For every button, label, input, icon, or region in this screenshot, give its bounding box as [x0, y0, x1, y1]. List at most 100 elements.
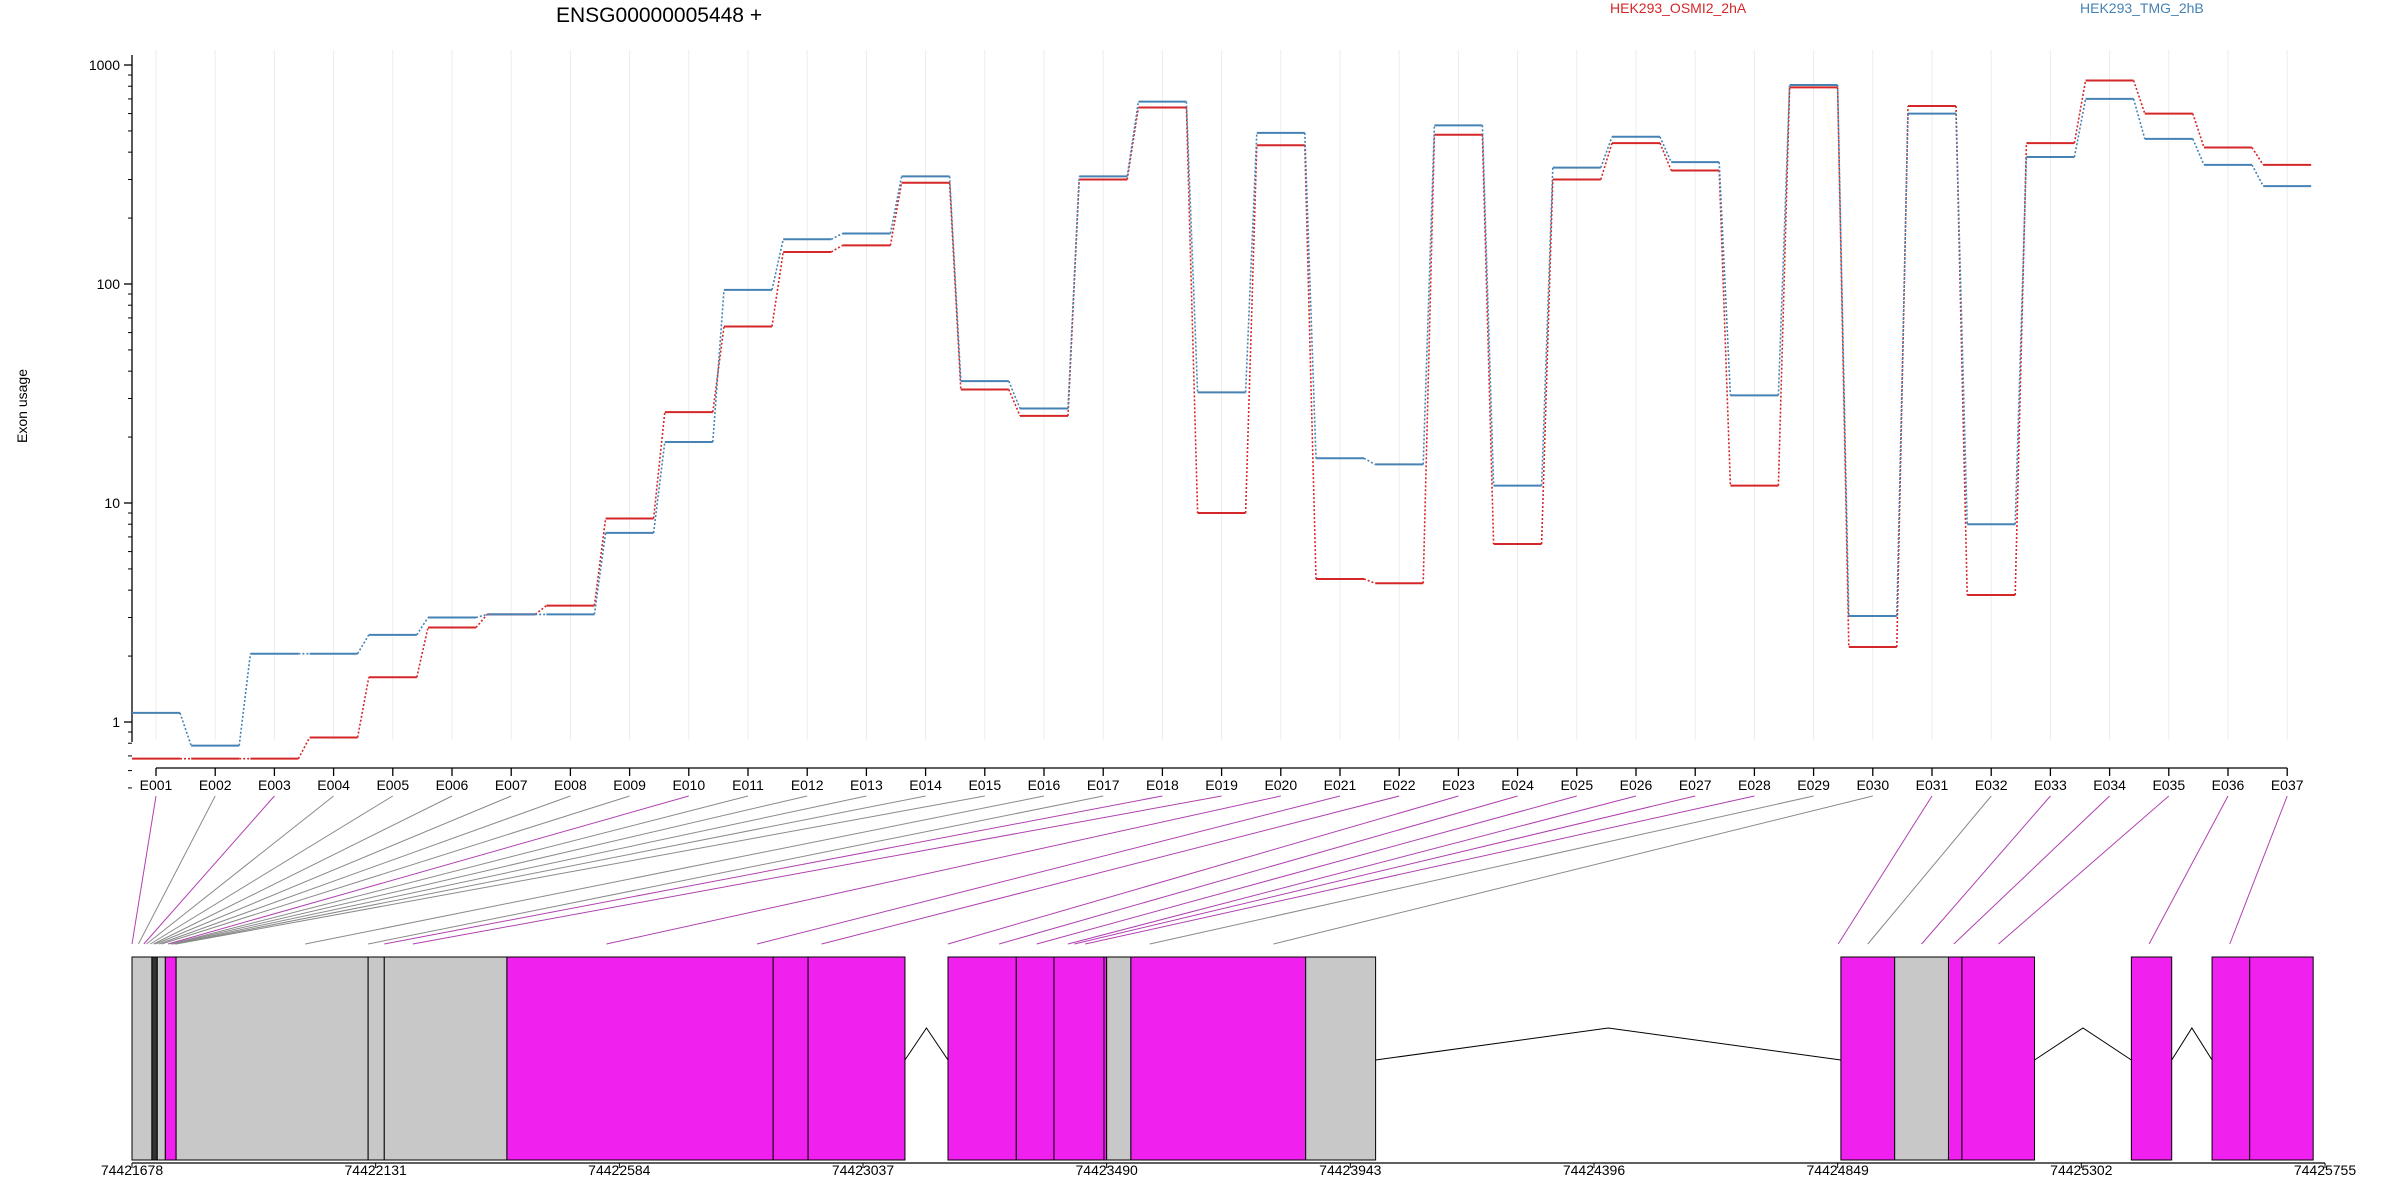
series-connector	[1008, 389, 1021, 417]
series-connector	[475, 613, 488, 619]
series-connector	[948, 182, 962, 390]
y-tick-label: 1	[112, 714, 120, 730]
x-tick-label: E032	[1975, 777, 2008, 793]
series-connector	[356, 677, 370, 738]
y-tick-label: 100	[97, 276, 121, 292]
series-connector	[1659, 136, 1672, 163]
series-connector	[1600, 142, 1613, 180]
exon-link-line	[1953, 795, 2110, 945]
x-tick-label: E034	[2093, 777, 2126, 793]
series-connector	[2073, 98, 2087, 158]
exon-link-line	[368, 795, 1104, 945]
exon-link-line	[138, 795, 216, 945]
gene-axis-tick-label: 74422584	[588, 1162, 651, 1178]
series-connector	[889, 182, 903, 246]
exon-link-line	[1074, 795, 1696, 945]
exon-link-line	[1998, 795, 2170, 945]
series-connector	[1718, 170, 1732, 486]
series-connector	[1008, 380, 1021, 409]
series-connector	[1836, 85, 1850, 616]
series-connector	[652, 441, 666, 534]
series-1	[132, 84, 2312, 747]
exon-link-line	[756, 795, 1341, 945]
exon-block	[151, 956, 158, 1161]
x-tick-label: E020	[1264, 777, 1297, 793]
x-tick-label: E010	[672, 777, 705, 793]
x-tick-label: E033	[2034, 777, 2067, 793]
exon-link-line	[170, 795, 749, 945]
series-connector	[889, 176, 903, 234]
series-connector	[2014, 157, 2028, 525]
x-tick-label: E015	[968, 777, 1001, 793]
x-tick-label: E027	[1679, 777, 1712, 793]
series-connector	[1244, 145, 1258, 514]
x-tick-label: E014	[909, 777, 942, 793]
intron	[2034, 1027, 2132, 1061]
series-connector	[1422, 134, 1436, 584]
x-tick-label: E011	[732, 777, 764, 793]
series-connector	[593, 532, 607, 615]
exon-link-line	[1067, 795, 1637, 945]
series-connector	[2192, 113, 2205, 148]
series-connector	[1481, 125, 1495, 486]
series-connector	[1896, 113, 1909, 616]
exon-block	[164, 956, 177, 1161]
exon-link-line	[171, 795, 808, 945]
series-connector	[1659, 142, 1672, 171]
exon-link-line	[131, 795, 157, 945]
vertical-gridlines	[155, 50, 2288, 740]
exon-link-line	[305, 795, 1045, 945]
x-tick-label: E022	[1383, 777, 1416, 793]
series-connector	[2251, 164, 2264, 187]
gene-axis-tick-label: 74425755	[2294, 1162, 2357, 1178]
gene-axis-tick-label: 74421678	[101, 1162, 164, 1178]
exon-link-line	[173, 795, 867, 945]
exon-block	[2249, 956, 2314, 1161]
series-connector	[1836, 87, 1850, 648]
exon-link-line	[1867, 795, 1992, 945]
x-tick-label: E008	[554, 777, 587, 793]
x-tick-label: E036	[2212, 777, 2245, 793]
series-connector	[1955, 113, 1968, 525]
exon-link-line	[176, 795, 985, 945]
axes: 1 10 100 1000 E001 E002 E003 E004 E005 E006 E007 E0…	[89, 55, 2304, 793]
series-connector	[356, 634, 370, 655]
series-connector	[1481, 134, 1495, 544]
gene-axis-tick-label: 74422131	[345, 1162, 408, 1178]
legend-entry-tmg: HEK293_TMG_2hB	[2080, 0, 2204, 16]
series-connector	[1540, 179, 1554, 544]
exon-link-line	[146, 795, 334, 945]
intron	[904, 1027, 949, 1061]
x-tick-label: E025	[1560, 777, 1593, 793]
x-tick-label: E029	[1797, 777, 1830, 793]
intron	[2171, 1027, 2213, 1061]
exon-block	[383, 956, 508, 1161]
legend-entry-osmi2: HEK293_OSMI2_2hA	[1610, 0, 1747, 16]
chart-title: ENSG00000005448 +	[556, 4, 762, 27]
exon-link-line	[174, 795, 926, 945]
series-connector	[1244, 132, 1258, 393]
series-connector	[1718, 162, 1732, 396]
series-connector	[593, 518, 607, 606]
y-axis-label: Exon usage	[14, 369, 30, 443]
exon-block	[1947, 956, 1963, 1161]
series-connector	[1304, 132, 1317, 459]
x-tick-label: E004	[317, 777, 350, 793]
exon-block	[367, 956, 385, 1161]
x-tick-label: E035	[2152, 777, 2185, 793]
x-tick-label: E006	[436, 777, 469, 793]
intron	[1375, 1027, 1841, 1061]
series-connector	[1540, 167, 1554, 486]
exon-link-line	[947, 795, 1459, 945]
exon-link-line	[143, 795, 275, 945]
exon-link-line	[384, 795, 1163, 945]
gene-axis-tick-label: 74423943	[1319, 1162, 1382, 1178]
exon-link-line	[1149, 795, 1814, 945]
exon-block	[156, 956, 166, 1161]
series-connector	[1126, 101, 1140, 177]
series-connector	[1600, 136, 1613, 168]
exon-link-line	[153, 795, 453, 945]
x-tick-label: E003	[258, 777, 291, 793]
x-tick-label: E007	[495, 777, 528, 793]
x-tick-label: E019	[1205, 777, 1238, 793]
